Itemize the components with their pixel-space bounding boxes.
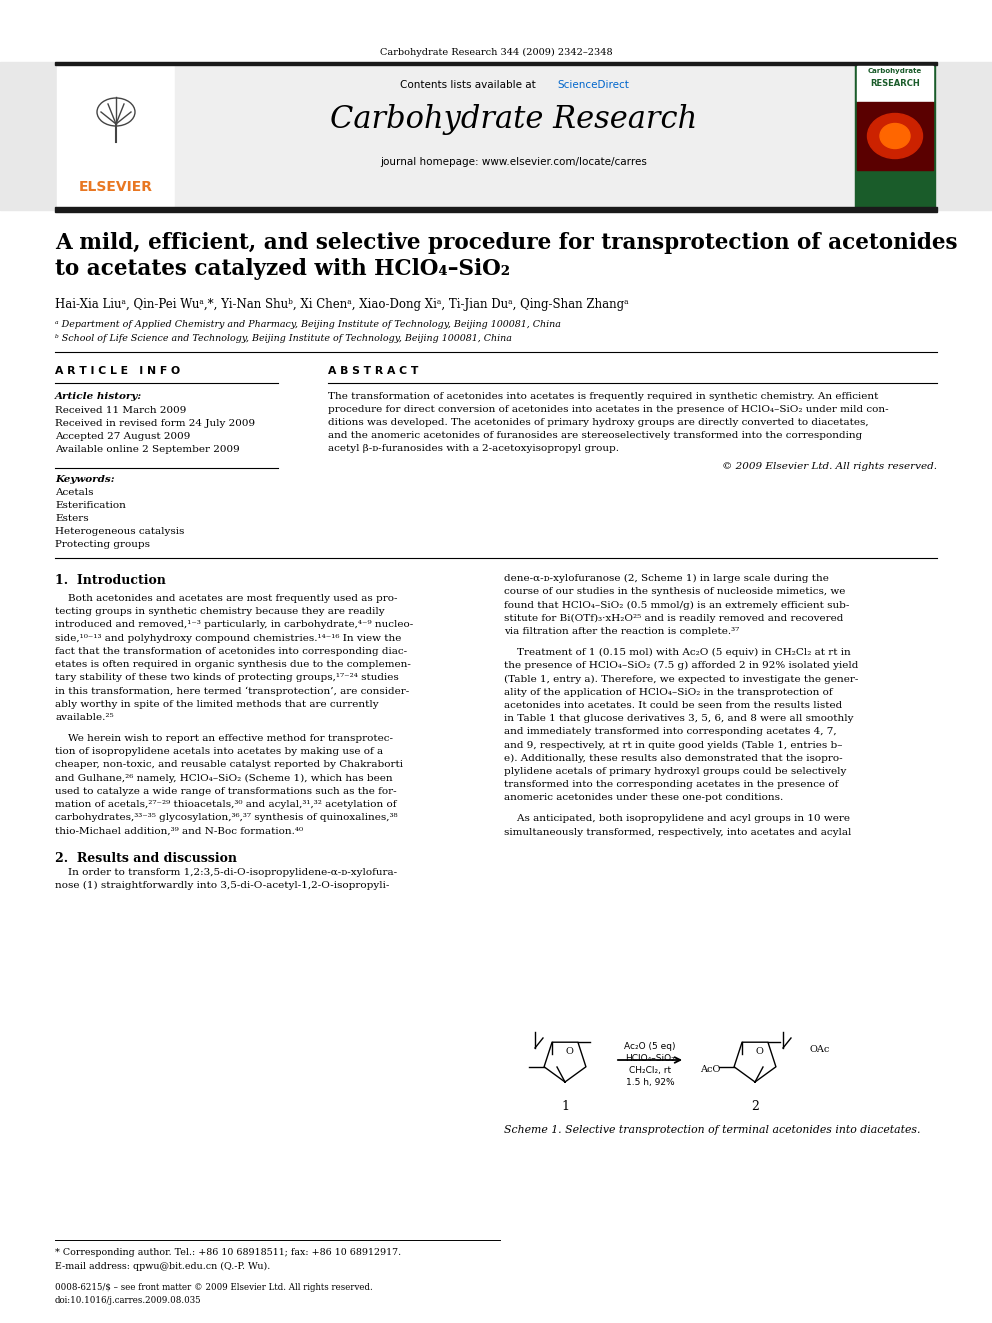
Bar bbox=[0, 62, 992, 210]
Text: cheaper, non-toxic, and reusable catalyst reported by Chakraborti: cheaper, non-toxic, and reusable catalys… bbox=[55, 761, 403, 770]
Text: O: O bbox=[565, 1048, 573, 1057]
Text: and 9, respectively, at rt in quite good yields (Table 1, entries b–: and 9, respectively, at rt in quite good… bbox=[504, 741, 842, 750]
Text: OAc: OAc bbox=[810, 1045, 830, 1054]
Text: * Corresponding author. Tel.: +86 10 68918511; fax: +86 10 68912917.: * Corresponding author. Tel.: +86 10 689… bbox=[55, 1248, 401, 1257]
Text: side,¹⁰⁻¹³ and polyhydroxy compound chemistries.¹⁴⁻¹⁶ In view the: side,¹⁰⁻¹³ and polyhydroxy compound chem… bbox=[55, 634, 402, 643]
Text: journal homepage: www.elsevier.com/locate/carres: journal homepage: www.elsevier.com/locat… bbox=[381, 157, 648, 167]
Text: nose (1) straightforwardly into 3,5-di-O-acetyl-1,2-O-isopropyli-: nose (1) straightforwardly into 3,5-di-O… bbox=[55, 881, 390, 890]
Text: A R T I C L E   I N F O: A R T I C L E I N F O bbox=[55, 366, 181, 376]
Text: acetonides into acetates. It could be seen from the results listed: acetonides into acetates. It could be se… bbox=[504, 701, 842, 710]
Text: tion of isopropylidene acetals into acetates by making use of a: tion of isopropylidene acetals into acet… bbox=[55, 747, 383, 757]
Text: mation of acetals,²⁷⁻²⁹ thioacetals,³⁰ and acylal,³¹,³² acetylation of: mation of acetals,²⁷⁻²⁹ thioacetals,³⁰ a… bbox=[55, 800, 397, 808]
Text: ᵇ School of Life Science and Technology, Beijing Institute of Technology, Beijin: ᵇ School of Life Science and Technology,… bbox=[55, 333, 512, 343]
Text: Received in revised form 24 July 2009: Received in revised form 24 July 2009 bbox=[55, 419, 255, 429]
Text: in this transformation, here termed ‘transprotection’, are consider-: in this transformation, here termed ‘tra… bbox=[55, 687, 410, 696]
Text: Accepted 27 August 2009: Accepted 27 August 2009 bbox=[55, 433, 190, 441]
Text: Carbohydrate Research 344 (2009) 2342–2348: Carbohydrate Research 344 (2009) 2342–23… bbox=[380, 48, 612, 57]
Text: transformed into the corresponding acetates in the presence of: transformed into the corresponding aceta… bbox=[504, 781, 838, 789]
Text: Acetals: Acetals bbox=[55, 488, 93, 497]
Text: 2: 2 bbox=[751, 1099, 759, 1113]
Text: course of our studies in the synthesis of nucleoside mimetics, we: course of our studies in the synthesis o… bbox=[504, 587, 845, 597]
Bar bbox=[55, 62, 937, 65]
Bar bbox=[57, 64, 175, 208]
Text: 1.  Introduction: 1. Introduction bbox=[55, 574, 166, 587]
Text: fact that the transformation of acetonides into corresponding diac-: fact that the transformation of acetonid… bbox=[55, 647, 407, 656]
Text: thio-Michael addition,³⁹ and N-Boc formation.⁴⁰: thio-Michael addition,³⁹ and N-Boc forma… bbox=[55, 827, 304, 835]
Text: Both acetonides and acetates are most frequently used as pro-: Both acetonides and acetates are most fr… bbox=[55, 594, 398, 603]
Text: acetyl β-ᴅ-furanosides with a 2-acetoxyisopropyl group.: acetyl β-ᴅ-furanosides with a 2-acetoxyi… bbox=[328, 445, 619, 452]
Text: Treatment of 1 (0.15 mol) with Ac₂O (5 equiv) in CH₂Cl₂ at rt in: Treatment of 1 (0.15 mol) with Ac₂O (5 e… bbox=[504, 648, 851, 658]
Text: introduced and removed,¹⁻³ particularly, in carbohydrate,⁴⁻⁹ nucleo-: introduced and removed,¹⁻³ particularly,… bbox=[55, 620, 414, 630]
Text: Available online 2 September 2009: Available online 2 September 2009 bbox=[55, 445, 240, 454]
Text: Carbohydrate: Carbohydrate bbox=[868, 67, 923, 74]
Text: RESEARCH: RESEARCH bbox=[870, 79, 920, 89]
Text: ality of the application of HClO₄–SiO₂ in the transprotection of: ality of the application of HClO₄–SiO₂ i… bbox=[504, 688, 832, 697]
Text: used to catalyze a wide range of transformations such as the for-: used to catalyze a wide range of transfo… bbox=[55, 787, 397, 796]
Text: The transformation of acetonides into acetates is frequently required in synthet: The transformation of acetonides into ac… bbox=[328, 392, 878, 401]
Text: HClO₄–SiO₂: HClO₄–SiO₂ bbox=[625, 1054, 675, 1062]
Text: Hai-Xia Liuᵃ, Qin-Pei Wuᵃ,*, Yi-Nan Shuᵇ, Xi Chenᵃ, Xiao-Dong Xiᵃ, Ti-Jian Duᵃ, : Hai-Xia Liuᵃ, Qin-Pei Wuᵃ,*, Yi-Nan Shuᵇ… bbox=[55, 298, 629, 311]
Text: 0008-6215/$ – see front matter © 2009 Elsevier Ltd. All rights reserved.: 0008-6215/$ – see front matter © 2009 El… bbox=[55, 1283, 373, 1293]
Text: ᵃ Department of Applied Chemistry and Pharmacy, Beijing Institute of Technology,: ᵃ Department of Applied Chemistry and Ph… bbox=[55, 320, 560, 329]
Bar bbox=[55, 206, 937, 212]
Text: tecting groups in synthetic chemistry because they are readily: tecting groups in synthetic chemistry be… bbox=[55, 607, 385, 617]
Text: doi:10.1016/j.carres.2009.08.035: doi:10.1016/j.carres.2009.08.035 bbox=[55, 1297, 201, 1304]
Text: available.²⁵: available.²⁵ bbox=[55, 713, 114, 722]
Text: (Table 1, entry a). Therefore, we expected to investigate the gener-: (Table 1, entry a). Therefore, we expect… bbox=[504, 675, 858, 684]
Text: etates is often required in organic synthesis due to the complemen-: etates is often required in organic synt… bbox=[55, 660, 411, 669]
Text: Protecting groups: Protecting groups bbox=[55, 540, 150, 549]
Text: 2.  Results and discussion: 2. Results and discussion bbox=[55, 852, 237, 865]
Text: the presence of HClO₄–SiO₂ (7.5 g) afforded 2 in 92% isolated yield: the presence of HClO₄–SiO₂ (7.5 g) affor… bbox=[504, 662, 858, 671]
Text: in Table 1 that glucose derivatives 3, 5, 6, and 8 were all smoothly: in Table 1 that glucose derivatives 3, 5… bbox=[504, 714, 853, 722]
Text: Keywords:: Keywords: bbox=[55, 475, 115, 484]
Text: 1.5 h, 92%: 1.5 h, 92% bbox=[626, 1078, 675, 1088]
Text: Contents lists available at: Contents lists available at bbox=[400, 79, 539, 90]
Text: dene-α-ᴅ-xylofuranose (2, Scheme 1) in large scale during the: dene-α-ᴅ-xylofuranose (2, Scheme 1) in l… bbox=[504, 574, 829, 583]
Text: simultaneously transformed, respectively, into acetates and acylal: simultaneously transformed, respectively… bbox=[504, 828, 851, 836]
Text: anomeric acetonides under these one-pot conditions.: anomeric acetonides under these one-pot … bbox=[504, 794, 784, 802]
Text: plylidene acetals of primary hydroxyl groups could be selectively: plylidene acetals of primary hydroxyl gr… bbox=[504, 767, 846, 775]
Text: and immediately transformed into corresponding acetates 4, 7,: and immediately transformed into corresp… bbox=[504, 728, 836, 736]
Ellipse shape bbox=[867, 114, 923, 159]
Text: carbohydrates,³³⁻³⁵ glycosylation,³⁶,³⁷ synthesis of quinoxalines,³⁸: carbohydrates,³³⁻³⁵ glycosylation,³⁶,³⁷ … bbox=[55, 814, 398, 822]
Text: As anticipated, both isopropylidene and acyl groups in 10 were: As anticipated, both isopropylidene and … bbox=[504, 815, 850, 823]
Text: Heterogeneous catalysis: Heterogeneous catalysis bbox=[55, 527, 185, 536]
Text: Article history:: Article history: bbox=[55, 392, 142, 401]
Text: In order to transform 1,2:3,5-di-O-isopropylidene-α-ᴅ-xylofura-: In order to transform 1,2:3,5-di-O-isopr… bbox=[55, 868, 397, 877]
Bar bbox=[855, 64, 935, 208]
Text: AcO: AcO bbox=[699, 1065, 720, 1074]
Text: and Gulhane,²⁶ namely, HClO₄–SiO₂ (Scheme 1), which has been: and Gulhane,²⁶ namely, HClO₄–SiO₂ (Schem… bbox=[55, 774, 393, 783]
Bar bbox=[857, 66, 933, 101]
Text: procedure for direct conversion of acetonides into acetates in the presence of H: procedure for direct conversion of aceto… bbox=[328, 405, 889, 414]
Ellipse shape bbox=[880, 123, 910, 148]
Text: e). Additionally, these results also demonstrated that the isopro-: e). Additionally, these results also dem… bbox=[504, 754, 842, 763]
Text: Esters: Esters bbox=[55, 515, 88, 523]
Text: ScienceDirect: ScienceDirect bbox=[557, 79, 629, 90]
Text: Carbohydrate Research: Carbohydrate Research bbox=[330, 105, 697, 135]
Text: Scheme 1. Selective transprotection of terminal acetonides into diacetates.: Scheme 1. Selective transprotection of t… bbox=[504, 1125, 921, 1135]
Text: via filtration after the reaction is complete.³⁷: via filtration after the reaction is com… bbox=[504, 627, 739, 636]
Text: 1: 1 bbox=[561, 1099, 569, 1113]
Text: O: O bbox=[755, 1048, 763, 1057]
Text: Received 11 March 2009: Received 11 March 2009 bbox=[55, 406, 186, 415]
Text: E-mail address: qpwu@bit.edu.cn (Q.-P. Wu).: E-mail address: qpwu@bit.edu.cn (Q.-P. W… bbox=[55, 1262, 270, 1271]
Text: and the anomeric acetonides of furanosides are stereoselectively transformed int: and the anomeric acetonides of furanosid… bbox=[328, 431, 862, 441]
Bar bbox=[857, 102, 933, 169]
Text: found that HClO₄–SiO₂ (0.5 mmol/g) is an extremely efficient sub-: found that HClO₄–SiO₂ (0.5 mmol/g) is an… bbox=[504, 601, 849, 610]
Text: Ac₂O (5 eq): Ac₂O (5 eq) bbox=[624, 1043, 676, 1050]
Text: CH₂Cl₂, rt: CH₂Cl₂, rt bbox=[629, 1066, 671, 1076]
Text: © 2009 Elsevier Ltd. All rights reserved.: © 2009 Elsevier Ltd. All rights reserved… bbox=[722, 462, 937, 471]
Text: A mild, efficient, and selective procedure for transprotection of acetonides: A mild, efficient, and selective procedu… bbox=[55, 232, 957, 254]
Text: A B S T R A C T: A B S T R A C T bbox=[328, 366, 419, 376]
Text: ably worthy in spite of the limited methods that are currently: ably worthy in spite of the limited meth… bbox=[55, 700, 379, 709]
Text: tary stability of these two kinds of protecting groups,¹⁷⁻²⁴ studies: tary stability of these two kinds of pro… bbox=[55, 673, 399, 683]
Text: ELSEVIER: ELSEVIER bbox=[79, 180, 153, 194]
Text: ditions was developed. The acetonides of primary hydroxy groups are directly con: ditions was developed. The acetonides of… bbox=[328, 418, 869, 427]
Text: stitute for Bi(OTf)₃·xH₂O²⁵ and is readily removed and recovered: stitute for Bi(OTf)₃·xH₂O²⁵ and is readi… bbox=[504, 614, 843, 623]
Text: We herein wish to report an effective method for transprotec-: We herein wish to report an effective me… bbox=[55, 734, 393, 744]
Text: to acetates catalyzed with HClO₄–SiO₂: to acetates catalyzed with HClO₄–SiO₂ bbox=[55, 258, 510, 280]
Bar bbox=[175, 64, 853, 208]
Text: Esterification: Esterification bbox=[55, 501, 126, 509]
